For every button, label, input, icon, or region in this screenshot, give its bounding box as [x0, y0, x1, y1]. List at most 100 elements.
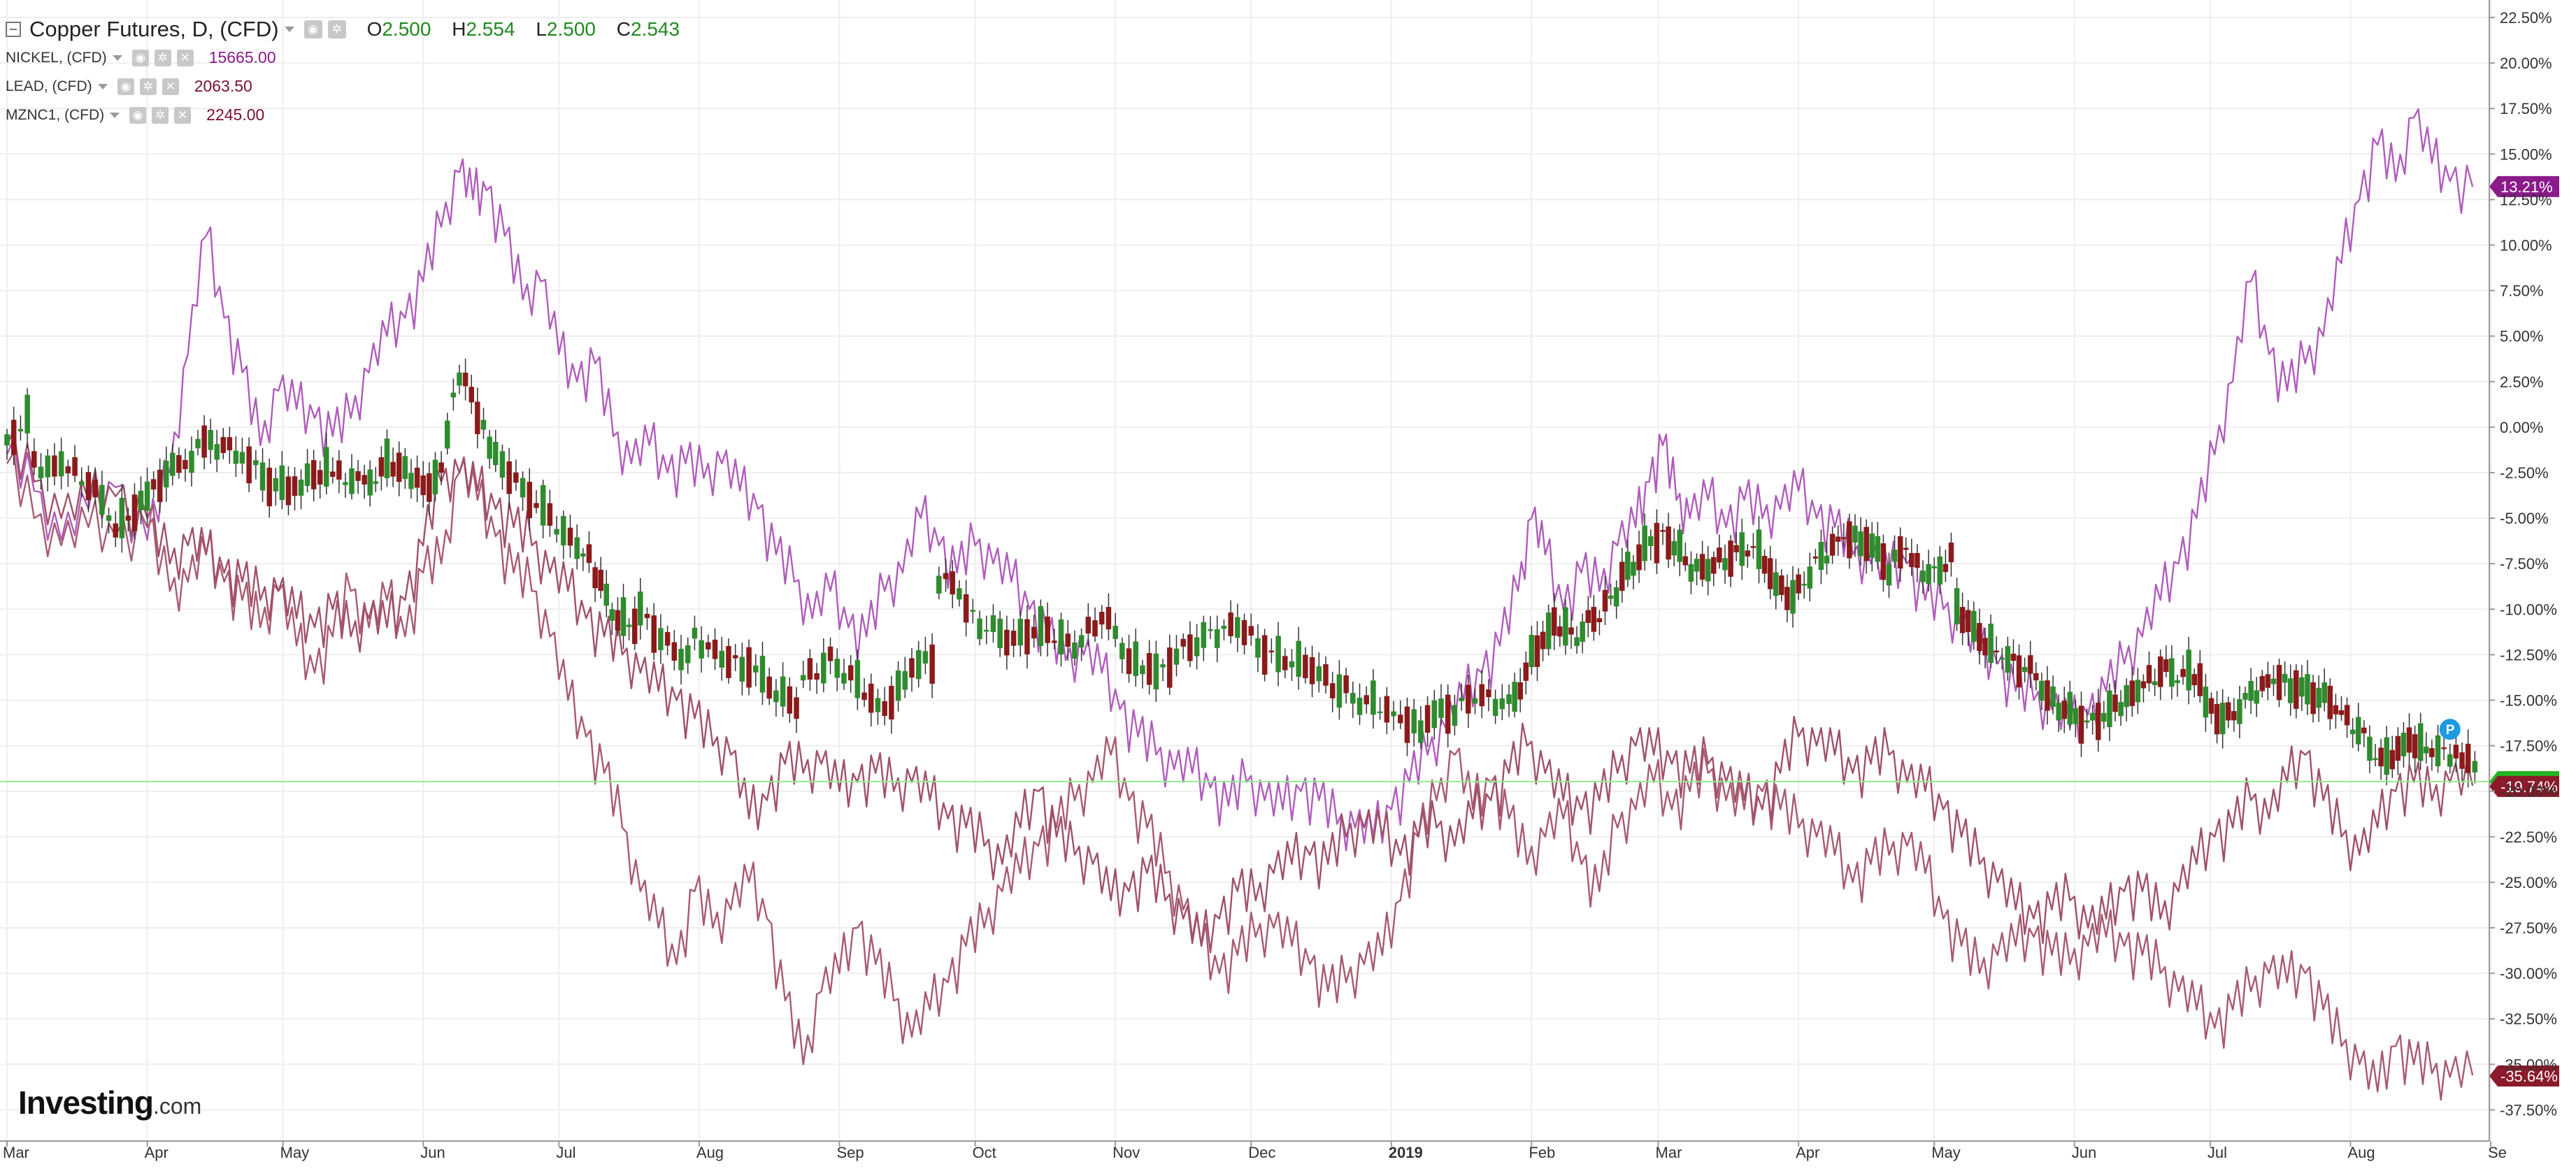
candle-body — [2073, 708, 2079, 724]
gear-icon[interactable]: ✲ — [327, 20, 346, 38]
candle-body — [1761, 556, 1768, 574]
marker-p-icon — [2439, 719, 2461, 740]
overlay-symbol-name[interactable]: MZNC1, (CFD) — [6, 106, 105, 123]
overlay-symbol-name[interactable]: NICKEL, (CFD) — [6, 49, 107, 66]
high-label: H — [452, 18, 466, 40]
close-icon[interactable]: ✕ — [162, 78, 179, 95]
chevron-down-icon[interactable] — [112, 55, 122, 61]
close-icon[interactable]: ✕ — [176, 49, 194, 66]
candle-body — [72, 457, 78, 476]
candle-body — [450, 392, 457, 398]
candle-body — [1404, 706, 1410, 743]
candle-body — [2112, 694, 2118, 712]
y-tick-label: -7.50% — [2500, 555, 2549, 573]
candle-body — [1221, 626, 1227, 629]
candle-body — [2294, 670, 2299, 709]
candle-body — [638, 591, 643, 626]
candle-body — [2095, 703, 2101, 740]
candle-body — [2039, 680, 2045, 701]
x-tick-label: Se — [2488, 1144, 2507, 1161]
chevron-down-icon[interactable] — [284, 27, 294, 32]
y-tick-label: -15.00% — [2500, 692, 2557, 710]
candle-body — [493, 442, 499, 466]
gear-icon[interactable]: ✲ — [152, 106, 169, 124]
candle-body — [2447, 754, 2453, 767]
candle-body — [457, 372, 462, 386]
candle-body — [929, 644, 935, 684]
candle-body — [2265, 674, 2271, 688]
candle-body — [106, 515, 112, 521]
candle-body — [1694, 559, 1700, 572]
main-symbol-title[interactable]: Copper Futures, D, (CFD) — [29, 17, 279, 41]
candle-body — [2061, 701, 2067, 719]
candle-body — [1140, 665, 1145, 675]
candle-body — [2441, 747, 2447, 750]
eye-icon[interactable]: ◉ — [303, 20, 322, 38]
legend-row-zinc[interactable]: MZNC1, (CFD) ◉ ✲ ✕ 2245.00 — [6, 101, 695, 129]
candle-body — [65, 466, 71, 474]
candle-body — [2084, 720, 2090, 723]
legend-main-row[interactable]: Copper Futures, D, (CFD) ◉ ✲ O2.500 H2.5… — [6, 15, 695, 43]
legend-row-lead[interactable]: LEAD, (CFD) ◉ ✲ ✕ 2063.50 — [6, 72, 695, 101]
eye-icon[interactable]: ◉ — [131, 49, 149, 66]
gear-icon[interactable]: ✲ — [154, 49, 171, 66]
candle-body — [1750, 546, 1756, 548]
candle-body — [2424, 746, 2429, 754]
candle-body — [1999, 657, 2005, 660]
price-badge — [2489, 775, 2559, 797]
candle-body — [527, 482, 533, 519]
candle-body — [1545, 612, 1552, 650]
y-tick-label: 12.50% — [2500, 191, 2552, 208]
candle-body — [2453, 745, 2459, 759]
candle-body — [2056, 703, 2061, 721]
candle-body — [580, 553, 586, 557]
candle-body — [2459, 752, 2465, 769]
overlay-layer: P13.21%-19.47%-19.74%-35.64% — [0, 175, 2559, 1086]
candle-body — [2429, 748, 2435, 758]
candle-body — [787, 686, 793, 714]
candle-body — [847, 665, 854, 681]
eye-icon[interactable]: ◉ — [117, 78, 134, 95]
overlay-symbol-name[interactable]: LEAD, (CFD) — [6, 78, 92, 94]
candle-body — [317, 470, 323, 485]
candle-body — [2191, 674, 2197, 686]
candle-body — [1677, 529, 1683, 562]
candle-body — [780, 676, 786, 707]
legend-row-nickel[interactable]: NICKEL, (CFD) ◉ ✲ ✕ 15665.00 — [6, 43, 695, 72]
price-badge-label: -35.64% — [2500, 1068, 2558, 1085]
candle-body — [2124, 685, 2129, 708]
candle-body — [227, 437, 233, 451]
chevron-down-icon[interactable] — [97, 83, 108, 89]
candle-body — [487, 436, 492, 459]
candle-body — [1654, 522, 1660, 564]
candle-body — [2384, 737, 2389, 775]
gear-icon[interactable]: ✲ — [139, 78, 157, 95]
candle-body — [2259, 675, 2266, 691]
candle-body — [420, 475, 426, 496]
candle-body — [1479, 684, 1484, 707]
y-tick-label: 15.00% — [2500, 145, 2552, 163]
candle-body — [1105, 607, 1112, 630]
candle-body — [1540, 631, 1546, 650]
x-tick-label: Jul — [2208, 1144, 2227, 1161]
candle-body — [1512, 682, 1517, 712]
candle-body — [800, 675, 806, 681]
candle-body — [1377, 711, 1383, 714]
chevron-down-icon[interactable] — [110, 112, 120, 118]
candle-body — [1745, 550, 1751, 557]
candle-body — [2242, 693, 2248, 700]
collapse-legend-icon[interactable] — [6, 22, 21, 37]
eye-icon[interactable]: ◉ — [129, 106, 147, 124]
candle-body — [821, 652, 827, 684]
candle-body — [1847, 521, 1852, 559]
candle-body — [150, 479, 157, 490]
candle-body — [2412, 734, 2418, 759]
candle-body — [1977, 623, 1982, 651]
overlay-value: 15665.00 — [208, 48, 276, 66]
close-icon[interactable]: ✕ — [174, 106, 192, 124]
candle-body — [1004, 629, 1010, 656]
y-tick-label: -30.00% — [2500, 965, 2557, 982]
candle-body — [834, 659, 840, 678]
